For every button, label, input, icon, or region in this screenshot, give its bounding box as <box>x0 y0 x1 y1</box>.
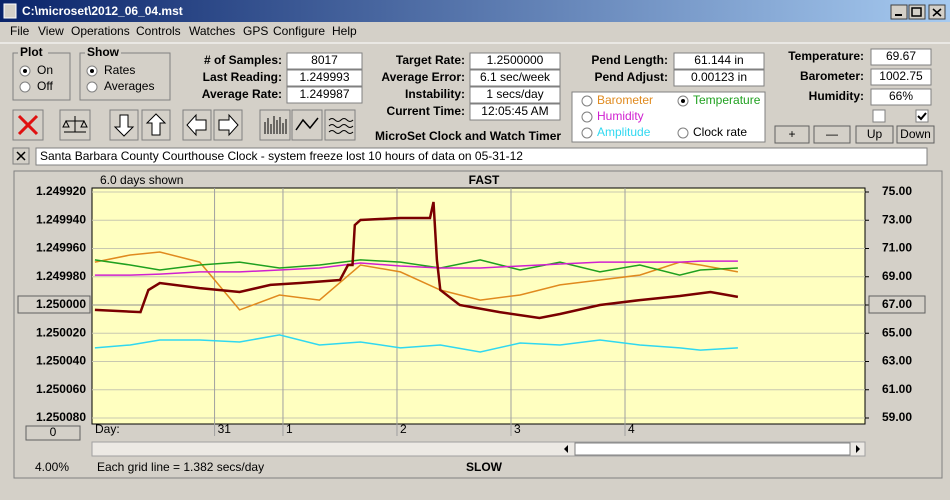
y-tick-label: 1.250000 <box>36 297 86 311</box>
y-tick-label: 1.249960 <box>36 241 86 255</box>
series-radio[interactable] <box>582 128 592 138</box>
show-radio-dot <box>90 69 94 73</box>
show-option[interactable]: Averages <box>104 79 154 93</box>
plot-option[interactable]: On <box>37 63 53 77</box>
readout-value: 1 secs/day <box>486 87 543 101</box>
readout-label: Barometer: <box>800 69 864 83</box>
plot-option[interactable]: Off <box>37 79 53 93</box>
readout-value: 1002.75 <box>879 69 923 83</box>
readout-value: 1.2500000 <box>487 53 544 67</box>
toolbar <box>13 110 355 140</box>
show-option[interactable]: Rates <box>104 63 135 77</box>
y-tick-label: 1.250020 <box>36 325 86 339</box>
scale-percent: 4.00% <box>35 460 69 474</box>
menu-item[interactable]: View <box>38 24 64 38</box>
readout-value: 69.67 <box>886 49 916 63</box>
series-label[interactable]: Amplitude <box>597 125 651 139</box>
readout-label: Average Error: <box>381 70 465 84</box>
readout-label: Last Reading: <box>203 70 282 84</box>
day-label: Day: <box>95 422 120 436</box>
fast-label: FAST <box>469 173 500 187</box>
readout-label: Pend Length: <box>591 53 668 67</box>
menu-item[interactable]: Configure <box>273 24 325 38</box>
grid-note: Each grid line = 1.382 secs/day <box>97 460 264 474</box>
plot-radio-dot <box>23 69 27 73</box>
readout-label: Humidity: <box>809 89 864 103</box>
y-tick-label: 1.250060 <box>36 382 86 396</box>
y2-tick-label: 75.00 <box>882 184 912 198</box>
page: { "window": {"title": "C:\\microset\\201… <box>0 0 950 500</box>
y2-tick-label: 69.00 <box>882 269 912 283</box>
readout-label: Target Rate: <box>396 53 465 67</box>
y2-tick-label: 65.00 <box>882 325 912 339</box>
x-tick-label: 1 <box>286 422 293 436</box>
plot-radio[interactable] <box>20 82 30 92</box>
y-tick-label: 1.250040 <box>36 354 86 368</box>
readout-label: Instability: <box>405 87 465 101</box>
slow-label: SLOW <box>466 460 503 474</box>
x-tick-label: 3 <box>514 422 521 436</box>
series-radio-dot <box>681 99 685 103</box>
series-label[interactable]: Clock rate <box>693 125 747 139</box>
readout-value: 66% <box>889 89 913 103</box>
menu-item[interactable]: File <box>10 24 30 38</box>
series-radio[interactable] <box>678 128 688 138</box>
offset-label: 0 <box>50 425 57 439</box>
series-radio[interactable] <box>582 96 592 106</box>
action-button-label: + <box>788 127 795 141</box>
action-button-label: — <box>826 127 838 141</box>
show-group-title: Show <box>87 45 120 59</box>
readout-value: 1.249993 <box>299 70 349 84</box>
readout-label: Average Rate: <box>202 87 282 101</box>
note-text: Santa Barbara County Courthouse Clock - … <box>40 149 523 163</box>
y-tick-label: 1.250080 <box>36 410 86 424</box>
readout-label: # of Samples: <box>204 53 282 67</box>
readout-value: 8017 <box>311 53 338 67</box>
menu-item[interactable]: Controls <box>136 24 181 38</box>
app-icon <box>4 4 16 18</box>
y-tick-label: 1.249920 <box>36 184 86 198</box>
series-label[interactable]: Temperature <box>693 93 761 107</box>
scroll-thumb[interactable] <box>575 443 850 455</box>
readout-value: 1.249987 <box>299 87 349 101</box>
menu-item[interactable]: GPS <box>243 24 268 38</box>
checkbox[interactable] <box>916 110 928 122</box>
y-tick-label: 1.249980 <box>36 269 86 283</box>
readout-value: 61.144 in <box>694 53 743 67</box>
readout-label: Current Time: <box>387 104 465 118</box>
readout-label: Temperature: <box>788 49 864 63</box>
y2-tick-label: 61.00 <box>882 382 912 396</box>
readout-value: 12:05:45 AM <box>481 104 548 118</box>
checkbox[interactable] <box>873 110 885 122</box>
series-label[interactable]: Humidity <box>597 109 644 123</box>
show-radio[interactable] <box>87 82 97 92</box>
readout-value: 0.00123 in <box>691 70 747 84</box>
menu-item[interactable]: Watches <box>189 24 235 38</box>
window-title: C:\microset\2012_06_04.mst <box>22 4 183 18</box>
plot-area <box>92 188 865 424</box>
x-tick-label: 2 <box>400 422 407 436</box>
plot-group-title: Plot <box>20 45 43 59</box>
days-shown: 6.0 days shown <box>100 173 183 187</box>
series-label[interactable]: Barometer <box>597 93 653 107</box>
y2-tick-label: 73.00 <box>882 212 912 226</box>
window: C:\microset\2012_06_04.mst Santa Barbara… <box>0 0 950 500</box>
y2-tick-label: 67.00 <box>882 297 912 311</box>
readout-label: Pend Adjust: <box>594 70 668 84</box>
y2-tick-label: 71.00 <box>882 241 912 255</box>
app-label: MicroSet Clock and Watch Timer <box>375 129 561 143</box>
readout-value: 6.1 sec/week <box>480 70 551 84</box>
y-tick-label: 1.249940 <box>36 212 86 226</box>
minimize-button[interactable] <box>891 5 907 19</box>
y2-tick-label: 59.00 <box>882 410 912 424</box>
action-button-label: Up <box>867 127 883 141</box>
window-controls[interactable] <box>891 5 945 19</box>
series-radio[interactable] <box>582 112 592 122</box>
y2-tick-label: 63.00 <box>882 354 912 368</box>
x-tick-label: 4 <box>628 422 635 436</box>
menu-item[interactable]: Help <box>332 24 357 38</box>
x-tick-label: 31 <box>218 422 232 436</box>
menu-item[interactable]: Operations <box>71 24 130 38</box>
action-button-label: Down <box>900 127 931 141</box>
